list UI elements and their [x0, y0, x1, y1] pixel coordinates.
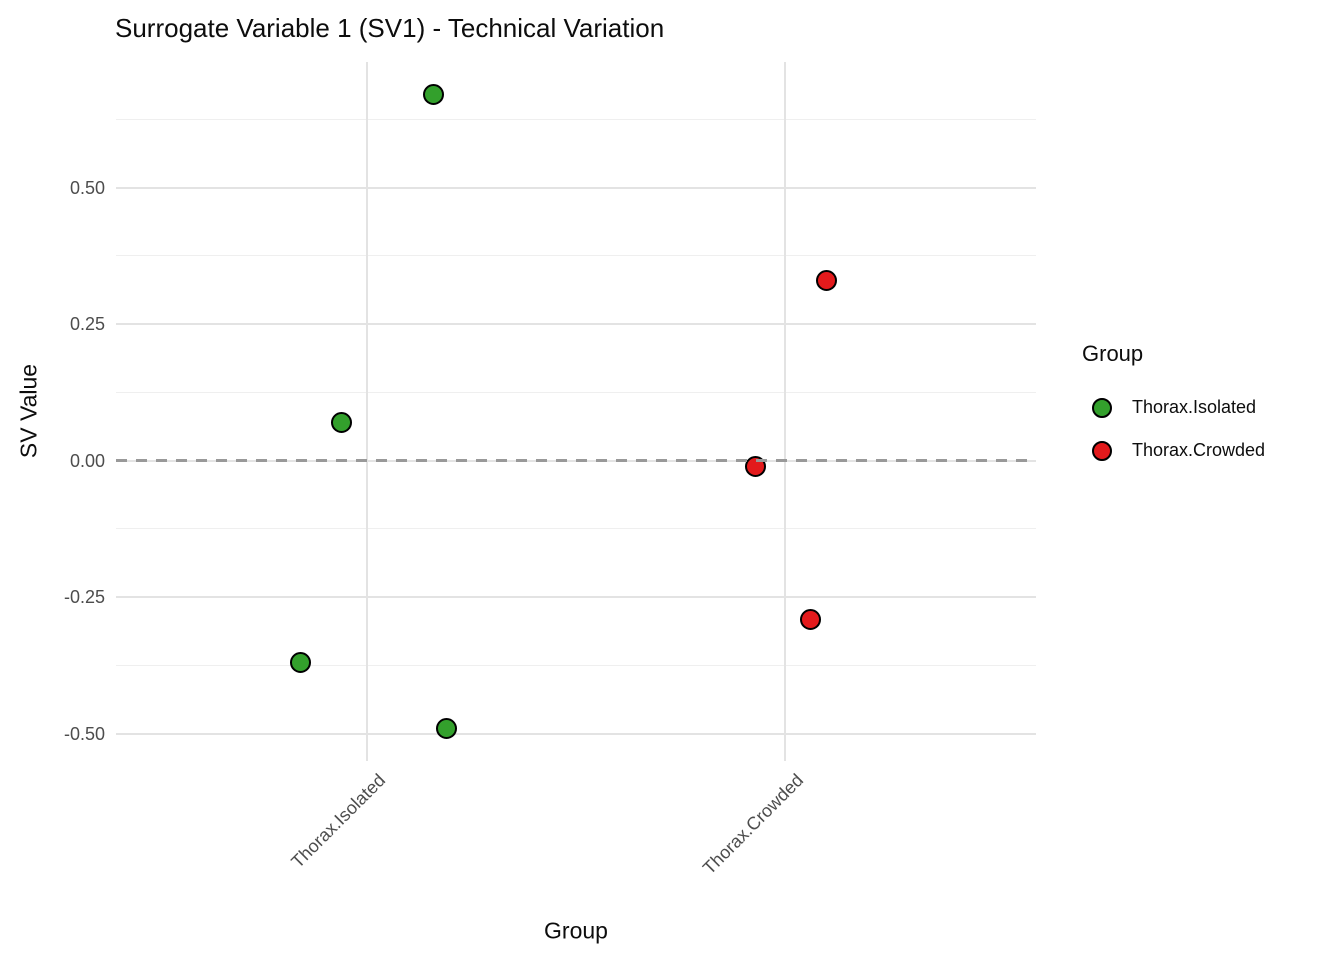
- legend-items: Thorax.Isolated Thorax.Crowded: [1082, 386, 1265, 472]
- data-point: [331, 411, 353, 433]
- legend-item: Thorax.Isolated: [1092, 386, 1265, 429]
- y-tick-label: 0.25: [69, 314, 105, 335]
- data-point: [423, 84, 445, 106]
- data-point: [289, 652, 311, 674]
- legend-title: Group: [1082, 341, 1144, 366]
- data-point: [799, 608, 821, 630]
- y-tick-label: 0.50: [69, 177, 105, 198]
- legend-item-label: Thorax.Crowded: [1132, 440, 1266, 460]
- y-major-gridline: [116, 596, 1036, 599]
- data-point: [816, 269, 838, 291]
- x-tick-label: Thorax.Isolated: [287, 770, 390, 872]
- legend-item-label: Thorax.Isolated: [1132, 397, 1257, 417]
- y-minor-gridline: [116, 391, 1036, 393]
- x-major-gridline: [784, 62, 787, 761]
- zero-reference-line: [116, 459, 1036, 463]
- y-axis-title: SV Value: [15, 363, 42, 459]
- y-minor-gridline: [116, 118, 1036, 120]
- y-major-gridline: [116, 186, 1036, 189]
- data-point: [435, 717, 457, 739]
- y-major-gridline: [116, 732, 1036, 735]
- x-tick-label: Thorax.Crowded: [699, 770, 808, 879]
- x-axis-title: Group: [544, 917, 608, 944]
- legend: Group Thorax.Isolated Thorax.Crowded: [1082, 340, 1265, 472]
- legend-key-circle-icon: [1092, 397, 1112, 418]
- x-major-gridline: [365, 62, 368, 761]
- y-major-gridline: [116, 323, 1036, 326]
- legend-item: Thorax.Crowded: [1092, 429, 1265, 472]
- y-minor-gridline: [116, 255, 1036, 257]
- y-minor-gridline: [116, 528, 1036, 530]
- legend-key-circle-icon: [1092, 440, 1112, 461]
- y-tick-label: -0.25: [63, 587, 105, 608]
- plot-panel: [116, 62, 1036, 761]
- chart-title: Surrogate Variable 1 (SV1) - Technical V…: [115, 13, 665, 43]
- y-tick-label: -0.50: [63, 723, 105, 744]
- y-minor-gridline: [116, 664, 1036, 666]
- y-tick-label: 0.00: [69, 450, 105, 471]
